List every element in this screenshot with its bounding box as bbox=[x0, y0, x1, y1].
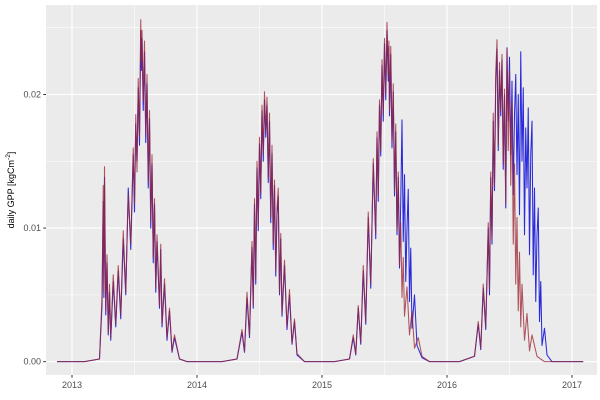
y-axis-title-suffix: ] bbox=[6, 151, 16, 155]
y-axis-tick-label: 0.00 bbox=[23, 357, 41, 367]
dark-red-series-line bbox=[57, 19, 584, 363]
y-axis-title: daily GPP [kgCm-2] bbox=[2, 124, 16, 256]
x-axis-tick-label: 2016 bbox=[437, 380, 457, 390]
x-axis-tick-label: 2013 bbox=[62, 380, 82, 390]
x-axis-tick-label: 2015 bbox=[312, 380, 332, 390]
y-axis-title-text: daily GPP [kgCm bbox=[6, 159, 16, 229]
y-axis-tick-label: 0.01 bbox=[23, 223, 41, 233]
y-axis-title-superscript: -2 bbox=[5, 154, 12, 160]
x-axis-tick-label: 2014 bbox=[187, 380, 207, 390]
x-axis-tick-label: 2017 bbox=[562, 380, 582, 390]
y-axis-tick-label: 0.02 bbox=[23, 89, 41, 99]
